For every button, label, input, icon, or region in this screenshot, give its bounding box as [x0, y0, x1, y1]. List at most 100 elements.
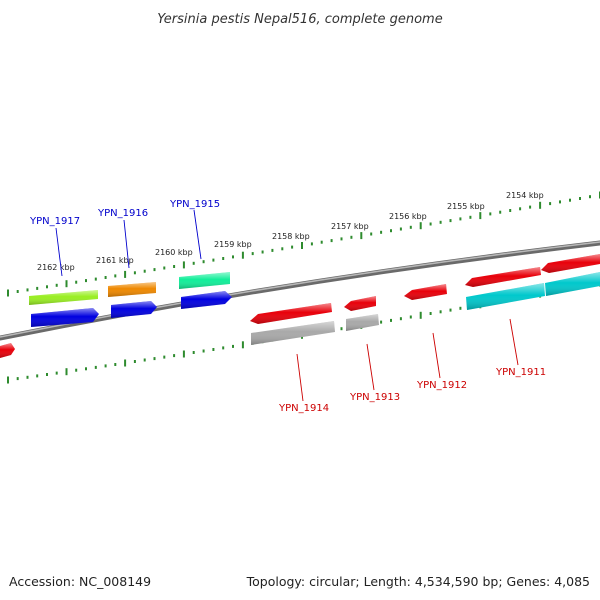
ruler-minor-tick	[429, 222, 432, 226]
upper-features	[29, 254, 600, 305]
ruler-major-tick	[124, 270, 127, 278]
map-title: Yersinia pestis Nepal516, complete genom…	[157, 12, 442, 27]
ruler-minor-tick	[499, 210, 502, 214]
gene-label[interactable]: YPN_1913	[349, 392, 400, 403]
ruler-minor-tick	[340, 327, 343, 331]
ruler-minor-tick	[153, 268, 156, 272]
ruler-minor-tick	[271, 248, 274, 252]
ruler-minor-tick	[104, 276, 107, 279]
ruler-minor-tick	[330, 239, 333, 243]
ruler-minor-tick	[36, 286, 39, 290]
ruler-minor-tick	[55, 283, 58, 287]
ruler-major-tick	[301, 242, 303, 249]
lower-features	[0, 272, 600, 358]
kbp-ruler-outer	[7, 191, 600, 297]
ruler-minor-tick	[559, 200, 561, 204]
ruler-minor-tick	[85, 279, 87, 283]
ruler-minor-tick	[143, 269, 146, 273]
kbp-label: 2162 kbp	[37, 263, 75, 272]
ruler-major-tick	[539, 201, 542, 209]
ruler-minor-tick	[46, 285, 48, 289]
ruler-minor-tick	[449, 308, 452, 312]
ruler-minor-tick	[529, 205, 532, 209]
ruler-minor-tick	[173, 354, 176, 358]
ruler-minor-tick	[459, 217, 462, 221]
gene-labels-top: YPN_1917 YPN_1916 YPN_1915	[29, 199, 220, 227]
ruler-minor-tick	[133, 271, 136, 275]
gene-label[interactable]: YPN_1912	[416, 380, 467, 391]
ruler-minor-tick	[399, 227, 402, 231]
ruler-major-tick	[241, 251, 244, 259]
ruler-minor-tick	[459, 306, 462, 310]
ruler-minor-tick	[449, 219, 452, 223]
gene-label[interactable]: YPN_1916	[97, 208, 148, 219]
ruler-minor-tick	[579, 197, 581, 200]
ruler-major-tick	[360, 232, 363, 240]
ruler-minor-tick	[350, 235, 353, 239]
ruler-major-tick	[241, 341, 244, 349]
ruler-minor-tick	[153, 357, 156, 361]
ruler-minor-tick	[489, 212, 492, 216]
ruler-minor-tick	[133, 360, 136, 363]
ruler-minor-tick	[104, 364, 107, 368]
ruler-minor-tick	[251, 252, 254, 256]
ruler-major-tick	[182, 350, 185, 358]
ruler-minor-tick	[26, 375, 29, 379]
ruler-minor-tick	[222, 346, 225, 350]
gene-label[interactable]: YPN_1915	[169, 199, 220, 210]
ruler-major-tick	[479, 212, 482, 220]
ruler-minor-tick	[16, 290, 19, 293]
ruler-major-tick	[7, 376, 9, 384]
ruler-minor-tick	[429, 312, 432, 315]
ruler-minor-tick	[469, 215, 472, 219]
genome-summary-text: Topology: circular; Length: 4,534,590 bp…	[246, 574, 590, 589]
kbp-labels: 2162 kbp 2161 kbp 2160 kbp 2159 kbp 2158…	[37, 191, 544, 272]
kbp-label: 2161 kbp	[96, 256, 134, 265]
ruler-minor-tick	[320, 240, 323, 244]
ruler-minor-tick	[370, 232, 373, 236]
ruler-minor-tick	[291, 245, 294, 249]
ruler-minor-tick	[439, 220, 442, 224]
ruler-minor-tick	[340, 237, 343, 241]
ruler-minor-tick	[232, 255, 234, 259]
ruler-minor-tick	[569, 198, 571, 202]
ruler-minor-tick	[380, 320, 383, 324]
kbp-label: 2160 kbp	[155, 248, 193, 257]
ruler-minor-tick	[390, 318, 392, 322]
ruler-minor-tick	[46, 373, 48, 376]
ruler-minor-tick	[409, 315, 412, 319]
ruler-minor-tick	[192, 351, 195, 354]
ruler-major-tick	[7, 289, 9, 297]
ruler-minor-tick	[94, 365, 97, 369]
gene-label[interactable]: YPN_1917	[29, 216, 80, 227]
kbp-label: 2157 kbp	[331, 222, 369, 231]
ruler-minor-tick	[114, 274, 117, 278]
ruler-minor-tick	[75, 280, 78, 284]
ruler-major-tick	[65, 368, 68, 376]
ruler-major-tick	[124, 359, 127, 367]
ruler-minor-tick	[212, 258, 215, 262]
ruler-minor-tick	[310, 242, 313, 246]
ruler-minor-tick	[75, 368, 78, 372]
kbp-label: 2155 kbp	[447, 202, 485, 211]
ruler-minor-tick	[55, 371, 58, 375]
ruler-minor-tick	[261, 250, 264, 254]
kbp-label: 2154 kbp	[506, 191, 544, 200]
ruler-major-tick	[182, 261, 185, 269]
gene-label[interactable]: YPN_1914	[278, 403, 329, 414]
ruler-minor-tick	[222, 257, 225, 260]
accession-text: Accession: NC_008149	[9, 574, 151, 589]
ruler-minor-tick	[163, 266, 166, 270]
ruler-major-tick	[65, 280, 68, 288]
ruler-minor-tick	[85, 367, 87, 371]
ruler-minor-tick	[212, 348, 215, 351]
ruler-minor-tick	[390, 229, 392, 233]
leader-lines	[55, 209, 519, 402]
ruler-minor-tick	[519, 207, 522, 211]
ruler-minor-tick	[114, 363, 117, 366]
kbp-label: 2158 kbp	[272, 232, 310, 241]
ruler-minor-tick	[202, 260, 205, 264]
gene-label[interactable]: YPN_1911	[495, 367, 546, 378]
kbp-label: 2159 kbp	[214, 240, 252, 249]
